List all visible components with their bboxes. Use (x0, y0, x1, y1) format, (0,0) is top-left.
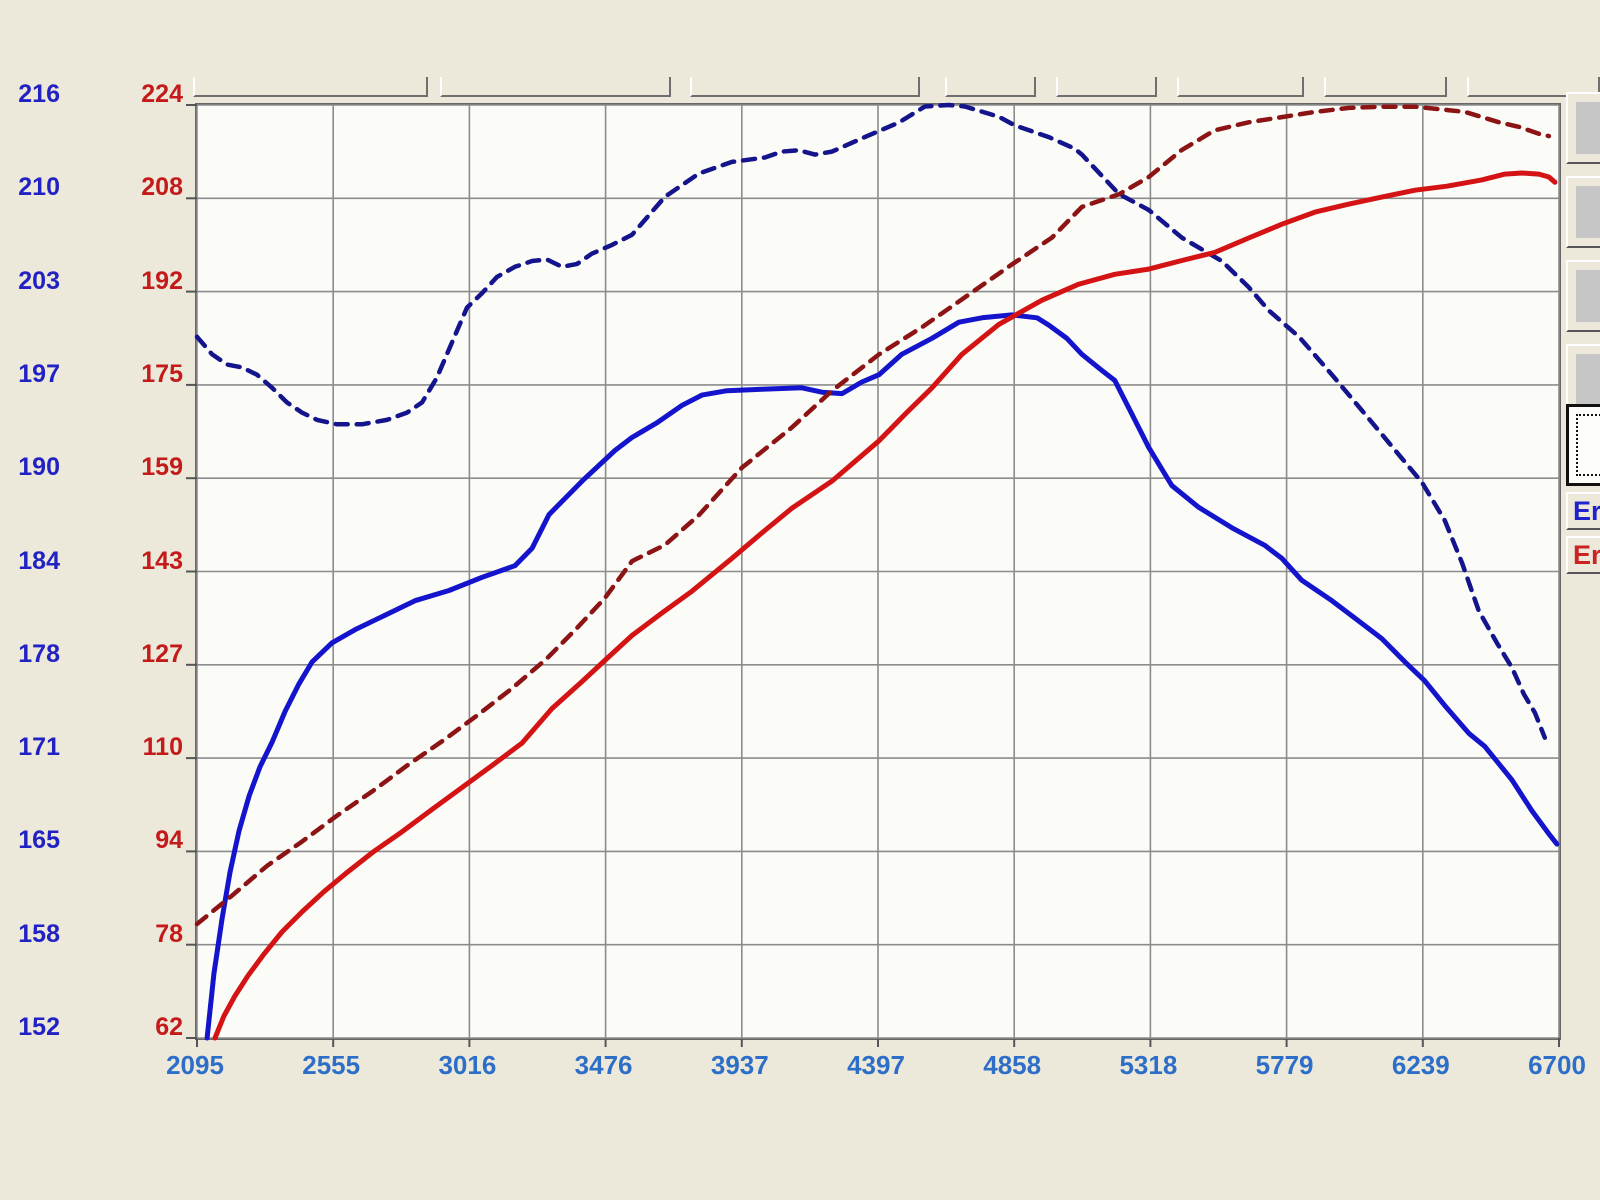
blue-axis-tick-label: 216 (18, 80, 60, 108)
red-axis-tick-label: 94 (155, 826, 183, 855)
toolbar-button-remnant-7[interactable] (1324, 77, 1447, 97)
rpm-tick-label: 3476 (574, 1050, 633, 1080)
toolbar-button-remnant-5[interactable] (1056, 77, 1157, 97)
red-axis-tick-label: 143 (141, 546, 183, 575)
toolbar-button-remnant-6[interactable] (1177, 77, 1304, 97)
blue-axis-tick-label: 197 (18, 359, 60, 388)
er-button-blue[interactable]: Er (1566, 492, 1600, 530)
er-button-red[interactable]: Er (1566, 536, 1600, 574)
toolbar-button-remnant-3[interactable] (690, 77, 920, 97)
blue-axis-tick-label: 171 (18, 733, 60, 762)
blue-axis-tick-label: 178 (18, 639, 60, 668)
rpm-tick-label: 3016 (438, 1050, 497, 1080)
rpm-tick-label: 2095 (166, 1050, 224, 1080)
blue-axis-tick-label: 165 (18, 826, 60, 855)
rpm-tick-label: 5318 (1119, 1050, 1178, 1080)
chart-arrow-button-1[interactable]: ↖ (1566, 92, 1600, 164)
red-axis-tick-label: 110 (142, 733, 183, 762)
rpm-tick-label: 4858 (983, 1050, 1042, 1080)
blue-axis-tick-label: 152 (18, 1013, 60, 1041)
arrow-down-left-icon: ↙ (1576, 186, 1600, 238)
curve-blue-dashed (194, 102, 1548, 740)
red-axis-tick-label: 192 (141, 266, 183, 295)
toolbar-button-remnant-2[interactable] (440, 77, 671, 97)
selection-rectangle-icon (1576, 414, 1600, 476)
rpm-tick-label: 6700 (1528, 1050, 1586, 1080)
rpm-tick-label: 6239 (1391, 1050, 1450, 1080)
red-axis-tick-label: 159 (141, 453, 183, 482)
rpm-tick-label: 4397 (847, 1050, 905, 1080)
chart-arrow-button-3[interactable]: ↘ (1566, 260, 1600, 332)
toolbar-button-remnant-4[interactable] (945, 77, 1036, 97)
blue-axis-tick-label: 190 (18, 453, 60, 482)
red-axis-tick-label: 224 (141, 80, 183, 108)
blue-axis-tick-label: 210 (18, 173, 60, 202)
arrow-up-left-icon: ↖ (1576, 102, 1600, 154)
rpm-tick-label: 3937 (710, 1050, 769, 1080)
rpm-tick-label: 5779 (1255, 1050, 1314, 1080)
blue-axis-tick-label: 184 (18, 546, 60, 575)
red-axis-tick-label: 78 (155, 919, 183, 948)
red-axis-tick-label: 127 (141, 639, 183, 668)
chart-arrow-button-2[interactable]: ↙ (1566, 176, 1600, 248)
arrow-down-right-icon: ↘ (1576, 270, 1600, 322)
curve-red-dashed (194, 104, 1552, 927)
selection-rectangle-button[interactable] (1566, 404, 1600, 486)
rpm-tick-label: 2555 (302, 1050, 361, 1080)
blue-axis-tick-label: 158 (18, 919, 60, 948)
dyno-chart-plot (186, 102, 1561, 1047)
curve-red-solid (212, 170, 1558, 1041)
red-axis-tick-label: 62 (155, 1013, 183, 1041)
chart-canvas (186, 102, 1560, 1047)
toolbar-button-remnant-1[interactable] (193, 77, 428, 97)
blue-axis-tick-label: 203 (18, 266, 60, 295)
red-axis-tick-label: 175 (141, 359, 183, 388)
red-axis-tick-label: 208 (141, 173, 183, 202)
curve-blue-solid (204, 312, 1560, 1041)
arrow-up-down-icon: ↕ (1576, 354, 1600, 406)
